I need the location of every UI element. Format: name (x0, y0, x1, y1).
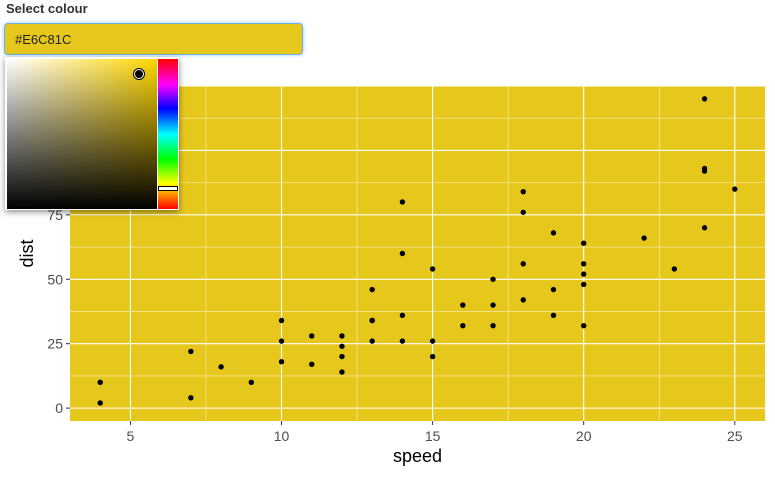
colour-picker-popup (5, 57, 179, 210)
data-point (188, 395, 194, 401)
data-point (550, 286, 557, 293)
data-point (369, 338, 375, 344)
colour-label: Select colour (6, 1, 88, 16)
plot-panel (70, 86, 765, 421)
data-point (580, 322, 587, 329)
data-point (490, 302, 496, 308)
x-tick-label: 20 (576, 428, 592, 444)
y-tick-label: 25 (47, 336, 63, 352)
data-point (97, 379, 103, 386)
data-point (550, 230, 557, 236)
data-point (732, 186, 738, 192)
x-axis-label: speed (393, 446, 442, 466)
data-point (490, 322, 496, 329)
hue-slider[interactable] (158, 59, 178, 209)
data-point (248, 379, 255, 386)
x-tick-label: 25 (727, 428, 743, 444)
data-point (309, 361, 315, 368)
data-point (309, 333, 315, 339)
y-tick-label: 50 (47, 271, 63, 287)
data-point (278, 317, 285, 324)
data-point (460, 302, 466, 308)
data-point (580, 261, 587, 267)
data-point (399, 312, 406, 319)
data-point (460, 322, 466, 329)
data-point (429, 266, 436, 272)
colour-input[interactable] (4, 23, 303, 55)
data-point (429, 338, 436, 344)
data-point (580, 240, 587, 246)
data-point (520, 297, 526, 303)
saturation-value-area[interactable] (7, 59, 157, 209)
data-point (701, 165, 708, 172)
data-point (369, 286, 375, 293)
data-point (278, 338, 285, 344)
data-point (399, 338, 406, 344)
minor-gridlines (70, 86, 765, 421)
data-point (97, 400, 103, 406)
data-point (701, 225, 708, 231)
data-point (339, 343, 345, 349)
y-tick-label: 75 (47, 207, 63, 223)
data-point (520, 209, 526, 215)
data-point (520, 188, 526, 195)
y-axis-label: dist (17, 239, 37, 267)
data-point (399, 199, 406, 205)
data-point (188, 348, 194, 355)
data-point (339, 353, 345, 360)
data-point (339, 369, 345, 375)
data-point (550, 312, 557, 319)
data-point (520, 261, 526, 267)
data-point (641, 235, 647, 241)
x-tick-label: 10 (274, 428, 290, 444)
data-point (278, 359, 285, 365)
data-point (339, 333, 345, 339)
data-point (429, 353, 436, 360)
data-point (580, 281, 587, 288)
data-point (671, 266, 678, 272)
hue-handle[interactable] (158, 186, 178, 191)
data-points (97, 96, 738, 406)
data-point (580, 271, 587, 277)
axis-ticks: 5 10 15 20 25 0 25 50 75 (47, 207, 742, 444)
data-point (490, 276, 496, 282)
data-point (701, 96, 708, 102)
data-point (218, 364, 224, 370)
data-point (369, 317, 375, 324)
x-tick-label: 15 (425, 428, 441, 444)
data-point (399, 250, 406, 257)
saturation-handle[interactable] (134, 69, 144, 79)
y-tick-label: 0 (55, 400, 63, 416)
x-tick-label: 5 (127, 428, 135, 444)
